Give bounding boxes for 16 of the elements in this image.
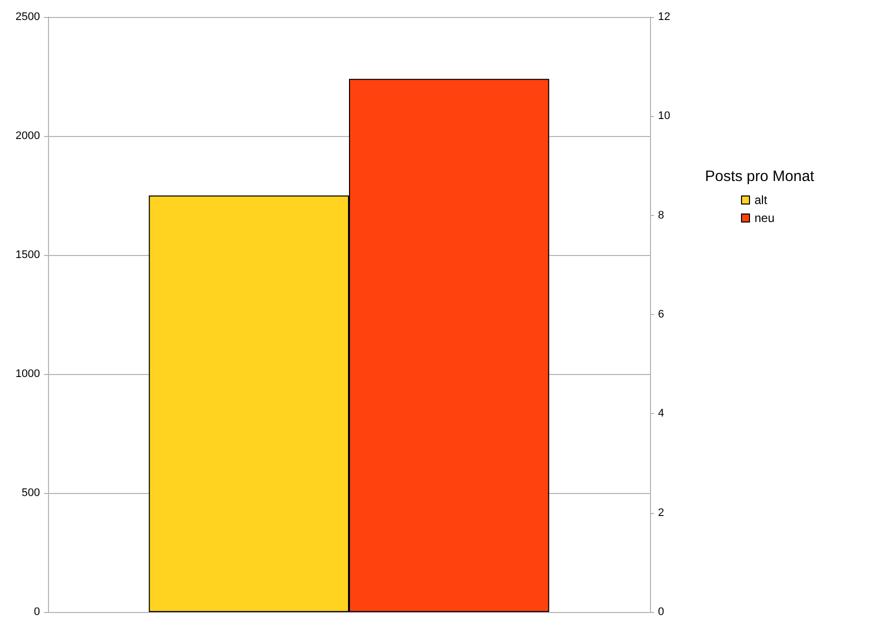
y2-tick-label: 8 (658, 209, 664, 222)
y-tick-label: 0 (34, 606, 40, 618)
y-tick-label: 1500 (16, 249, 40, 261)
y2-tick-label: 6 (658, 308, 664, 320)
y2-tick-label: 2 (658, 506, 664, 519)
legend-title: Posts pro Monat (705, 168, 816, 185)
y-tick-label: 1000 (16, 368, 40, 380)
y-tick-label: 2000 (16, 130, 40, 142)
y2-tick-label: 10 (658, 110, 670, 122)
legend-label: neu (754, 211, 775, 225)
y2-tick-label: 4 (658, 408, 664, 420)
y2-tick-label: 0 (658, 606, 664, 618)
legend-label: alt (754, 193, 768, 207)
y-tick-label: 500 (22, 487, 40, 499)
y-tick-label: 2500 (16, 11, 40, 23)
y2-tick-label: 12 (658, 11, 670, 23)
